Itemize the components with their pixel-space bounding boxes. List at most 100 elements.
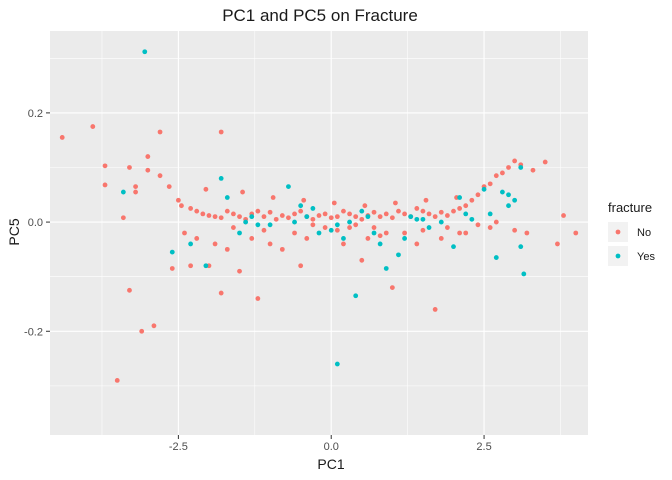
data-point xyxy=(224,246,230,252)
data-point xyxy=(231,211,236,217)
data-point xyxy=(414,206,420,211)
data-point xyxy=(512,197,518,203)
data-point xyxy=(426,225,432,230)
data-point xyxy=(402,211,407,217)
y-axis: -0.2 0.0 0.2 xyxy=(24,108,50,338)
data-point xyxy=(145,167,151,173)
data-point xyxy=(365,214,371,220)
data-point xyxy=(347,225,352,230)
data-point xyxy=(506,192,511,198)
grid-lines xyxy=(50,31,588,435)
data-point xyxy=(347,211,352,217)
data-point xyxy=(279,213,285,218)
data-point xyxy=(365,236,371,241)
data-point xyxy=(267,241,273,247)
data-point xyxy=(463,230,469,236)
data-point xyxy=(237,214,242,220)
data-point xyxy=(301,197,307,203)
data-point xyxy=(206,213,212,218)
data-point xyxy=(469,197,475,203)
data-point xyxy=(249,236,255,241)
data-point xyxy=(292,230,297,236)
data-point xyxy=(377,214,383,220)
data-point xyxy=(114,378,120,383)
data-point xyxy=(420,227,426,233)
data-point xyxy=(322,211,328,217)
data-point xyxy=(139,328,145,334)
data-point xyxy=(157,173,163,179)
data-point xyxy=(500,189,505,195)
data-point xyxy=(310,206,316,211)
data-point xyxy=(377,233,383,239)
legend-label: Yes xyxy=(637,251,655,263)
data-point xyxy=(444,213,450,218)
data-point xyxy=(353,222,359,228)
data-point xyxy=(389,215,395,221)
data-point xyxy=(255,208,261,214)
legend-title: fracture xyxy=(608,200,652,215)
data-point xyxy=(279,246,285,252)
data-point xyxy=(512,227,518,233)
data-point xyxy=(212,214,218,220)
data-point xyxy=(261,214,267,220)
data-point xyxy=(194,208,200,214)
data-point xyxy=(359,208,365,214)
data-point xyxy=(414,241,420,247)
data-point xyxy=(316,230,322,236)
data-point xyxy=(359,257,365,263)
data-point xyxy=(542,159,548,165)
data-points xyxy=(59,49,579,383)
data-point xyxy=(127,287,132,293)
data-point xyxy=(383,230,389,236)
data-point xyxy=(408,214,414,220)
data-point xyxy=(102,182,108,188)
data-point xyxy=(286,184,291,189)
data-point xyxy=(188,206,194,211)
x-tick-label: -2.5 xyxy=(169,441,188,453)
data-point xyxy=(224,195,230,200)
y-axis-title: PC5 xyxy=(6,218,22,245)
data-point xyxy=(133,184,138,189)
data-point xyxy=(457,230,463,236)
y-tick-label: -0.2 xyxy=(24,326,43,338)
data-point xyxy=(487,225,493,230)
data-point xyxy=(188,241,194,247)
data-point xyxy=(175,197,181,203)
data-point xyxy=(322,225,328,230)
data-point xyxy=(420,208,426,214)
data-point xyxy=(341,236,346,241)
y-tick-label: 0.2 xyxy=(28,108,43,120)
data-point xyxy=(481,186,487,192)
data-point xyxy=(194,236,200,241)
data-point xyxy=(521,271,527,277)
data-point xyxy=(237,268,242,274)
data-point xyxy=(292,211,297,217)
data-point xyxy=(493,173,499,179)
data-point xyxy=(218,176,224,181)
data-point xyxy=(573,230,579,236)
data-point xyxy=(396,252,401,258)
data-point xyxy=(127,165,132,170)
data-point xyxy=(203,186,209,192)
data-point xyxy=(402,230,407,236)
data-point xyxy=(371,225,377,230)
data-point xyxy=(182,230,187,236)
series-yes xyxy=(120,49,527,367)
data-point xyxy=(243,219,249,225)
data-point xyxy=(304,236,310,241)
legend-swatch xyxy=(615,229,621,235)
data-point xyxy=(524,230,530,236)
data-point xyxy=(518,165,524,170)
data-point xyxy=(506,203,511,209)
data-point xyxy=(273,216,279,222)
legend: fracture No Yes xyxy=(608,200,655,266)
data-point xyxy=(334,227,340,233)
data-point xyxy=(203,263,209,269)
data-point xyxy=(218,290,224,296)
data-point xyxy=(438,209,444,215)
data-point xyxy=(331,200,337,206)
data-point xyxy=(359,216,365,222)
data-point xyxy=(267,209,273,215)
data-point xyxy=(463,203,469,209)
